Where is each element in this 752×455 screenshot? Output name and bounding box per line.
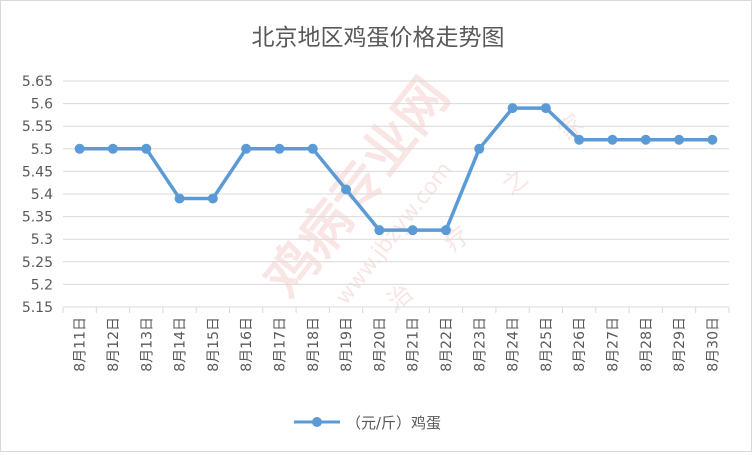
legend: （元/斤）鸡蛋 xyxy=(294,414,441,432)
x-tick-label: 8月14日 xyxy=(173,317,189,372)
watermark-char-3: 之 xyxy=(497,164,533,201)
data-point xyxy=(374,225,385,236)
data-point xyxy=(574,134,585,145)
data-point xyxy=(74,143,85,154)
data-point xyxy=(341,184,352,195)
x-tick-label: 8月11日 xyxy=(73,317,89,372)
data-point xyxy=(407,225,418,236)
data-point xyxy=(440,225,451,236)
x-tick-label: 8月18日 xyxy=(306,317,322,372)
x-tick-label: 8月21日 xyxy=(406,317,422,372)
watermark: 鸡病专业网 www.jbzyw.com 治 疗 之 家 xyxy=(254,67,589,315)
legend-marker xyxy=(312,417,322,427)
data-point xyxy=(174,193,185,204)
series-line xyxy=(79,106,713,232)
x-tick-label: 8月16日 xyxy=(239,317,255,372)
y-tick-label: 5.65 xyxy=(22,74,53,90)
y-tick-label: 5.4 xyxy=(31,187,53,203)
data-point xyxy=(107,143,118,154)
x-tick-label: 8月17日 xyxy=(272,317,288,372)
y-tick-label: 5.5 xyxy=(31,142,53,158)
y-axis-ticks: 5.65 5.6 5.55 5.5 5.45 5.4 5.35 5.3 5.25 5.2 5.15 xyxy=(22,74,53,316)
x-axis-ticks: 8月11日 8月12日 8月13日 8月14日 8月15日 8月16日 8月17日 8月18日… xyxy=(62,307,730,372)
chart-title: 北京地区鸡蛋价格走势图 xyxy=(252,25,505,51)
gridlines xyxy=(63,80,729,308)
x-tick-label: 8月24日 xyxy=(506,317,522,372)
x-tick-label: 8月12日 xyxy=(106,317,122,372)
data-point xyxy=(241,143,252,154)
data-point xyxy=(507,103,518,114)
x-tick-label: 8月20日 xyxy=(372,317,388,372)
y-tick-label: 5.2 xyxy=(31,277,53,293)
y-tick-label: 5.6 xyxy=(31,97,53,113)
x-tick-label: 8月30日 xyxy=(705,317,721,372)
data-point xyxy=(640,134,651,145)
y-tick-label: 5.45 xyxy=(22,164,53,180)
x-tick-label: 8月22日 xyxy=(439,317,455,372)
x-tick-label: 8月13日 xyxy=(139,317,155,372)
x-tick-label: 8月25日 xyxy=(539,317,555,372)
x-tick-label: 8月27日 xyxy=(605,317,621,372)
x-tick-label: 8月29日 xyxy=(672,317,688,372)
x-tick-label: 8月23日 xyxy=(472,317,488,372)
data-point xyxy=(674,134,685,145)
series-layer xyxy=(74,103,718,236)
y-tick-label: 5.35 xyxy=(22,210,53,226)
y-tick-label: 5.15 xyxy=(22,300,53,316)
data-point xyxy=(540,103,551,114)
data-point xyxy=(274,143,285,154)
x-tick-label: 8月28日 xyxy=(639,317,655,372)
legend-label: （元/斤）鸡蛋 xyxy=(346,414,441,432)
data-point xyxy=(707,134,718,145)
x-tick-label: 8月19日 xyxy=(339,317,355,372)
y-tick-label: 5.25 xyxy=(22,255,53,271)
x-tick-label: 8月15日 xyxy=(206,317,222,372)
x-tick-label: 8月26日 xyxy=(572,317,588,372)
data-point xyxy=(141,143,152,154)
y-tick-label: 5.55 xyxy=(22,119,53,135)
data-point xyxy=(307,143,318,154)
y-tick-label: 5.3 xyxy=(31,232,53,248)
data-point xyxy=(607,134,618,145)
data-point xyxy=(474,143,485,154)
data-point xyxy=(207,193,218,204)
